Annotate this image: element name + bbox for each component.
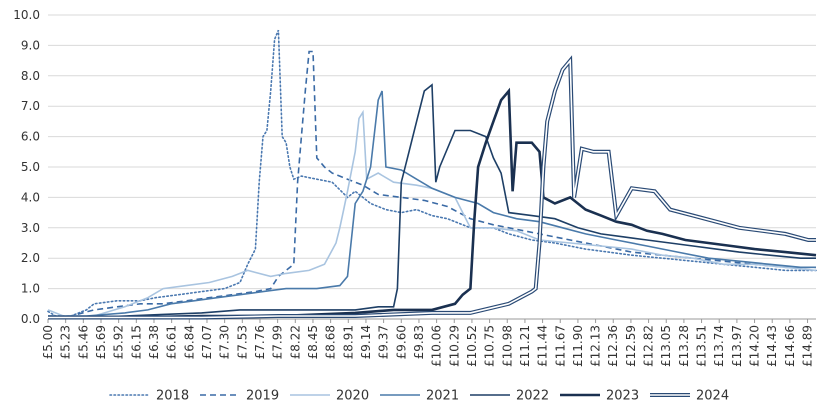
y-tick-label: 6.0 bbox=[21, 130, 40, 144]
x-tick-label: £11.44 bbox=[536, 325, 550, 367]
legend-label: 2024 bbox=[696, 389, 729, 404]
x-axis-ticks: £5.00 £5.23 £5.46 £5.69 £5.92 £6.15 £6.38 £6.61… bbox=[41, 319, 815, 367]
x-tick-label: £6.15 bbox=[129, 325, 143, 359]
y-tick-label: 1.0 bbox=[21, 282, 40, 296]
x-tick-label: £6.61 bbox=[165, 325, 179, 359]
x-tick-label: £10.75 bbox=[483, 325, 497, 367]
x-tick-label: £5.92 bbox=[112, 325, 126, 359]
x-tick-label: £7.07 bbox=[200, 325, 214, 359]
legend-label: 2022 bbox=[516, 389, 549, 404]
x-tick-label: £9.83 bbox=[412, 325, 426, 359]
x-tick-label: £13.97 bbox=[730, 325, 744, 367]
legend-label: 2023 bbox=[606, 389, 639, 404]
y-tick-label: 5.0 bbox=[21, 160, 40, 174]
x-tick-label: £10.29 bbox=[447, 325, 461, 367]
x-tick-label: £9.14 bbox=[359, 325, 373, 359]
legend-label: 2021 bbox=[426, 389, 459, 404]
series-line-2021 bbox=[48, 90, 816, 317]
legend: 2018 2019 2020 2021 2022 2023 2024 bbox=[109, 389, 729, 404]
x-tick-label: £10.06 bbox=[430, 325, 444, 367]
x-tick-label: £13.74 bbox=[712, 325, 726, 367]
x-tick-label: £5.46 bbox=[76, 325, 90, 359]
x-tick-label: £14.66 bbox=[783, 325, 797, 367]
x-tick-label: £10.98 bbox=[500, 325, 514, 367]
x-tick-label: £5.69 bbox=[94, 325, 108, 359]
series-line-2018 bbox=[47, 29, 817, 317]
legend-label: 2018 bbox=[156, 389, 189, 404]
x-tick-label: £8.45 bbox=[306, 325, 320, 359]
legend-item-2023: 2023 bbox=[560, 389, 639, 404]
y-tick-label: 4.0 bbox=[21, 190, 40, 204]
y-tick-label: 2.0 bbox=[21, 251, 40, 265]
y-tick-label: 8.0 bbox=[21, 69, 40, 83]
series-line-2020 bbox=[47, 109, 817, 317]
x-tick-label: £11.21 bbox=[518, 325, 532, 367]
y-tick-label: 3.0 bbox=[21, 221, 40, 235]
x-tick-label: £13.05 bbox=[659, 325, 673, 367]
x-tick-label: £12.36 bbox=[606, 325, 620, 367]
x-tick-label: £9.37 bbox=[377, 325, 391, 359]
legend-item-2018: 2018 bbox=[109, 389, 189, 404]
y-tick-label: 7.0 bbox=[21, 99, 40, 113]
series-line-2023 bbox=[48, 87, 817, 319]
legend-item-2020: 2020 bbox=[290, 389, 369, 404]
x-tick-label: £8.91 bbox=[341, 325, 355, 359]
legend-item-2019: 2019 bbox=[200, 389, 279, 404]
x-tick-label: £7.53 bbox=[235, 325, 249, 359]
x-tick-label: £6.38 bbox=[147, 325, 161, 359]
y-tick-label: 0.0 bbox=[21, 312, 40, 326]
x-tick-label: £10.52 bbox=[465, 325, 479, 367]
x-tick-label: £9.60 bbox=[394, 325, 408, 359]
gridlines bbox=[48, 14, 816, 320]
x-tick-label: £6.84 bbox=[182, 325, 196, 359]
x-tick-label: £14.20 bbox=[748, 325, 762, 367]
x-tick-label: £8.22 bbox=[288, 325, 302, 359]
y-tick-label: 10.0 bbox=[13, 8, 40, 22]
series-line-2024 bbox=[48, 55, 816, 320]
y-axis-ticks: 0.0 1.0 2.0 3.0 4.0 5.0 6.0 7.0 8.0 9.0 10.0 bbox=[13, 8, 40, 326]
x-tick-label: £11.90 bbox=[571, 325, 585, 367]
x-tick-label: £5.23 bbox=[59, 325, 73, 359]
x-tick-label: £7.76 bbox=[253, 325, 267, 359]
x-tick-label: £14.89 bbox=[801, 325, 815, 367]
legend-label: 2019 bbox=[246, 389, 279, 404]
x-tick-label: £11.67 bbox=[553, 325, 567, 367]
legend-item-2022: 2022 bbox=[470, 389, 549, 404]
series-line-2022 bbox=[48, 83, 816, 319]
x-tick-label: £12.59 bbox=[624, 325, 638, 367]
x-tick-label: £5.00 bbox=[41, 325, 55, 359]
x-tick-label: £13.28 bbox=[677, 325, 691, 367]
x-tick-label: £12.13 bbox=[589, 325, 603, 367]
x-tick-label: £12.82 bbox=[642, 325, 656, 367]
y-tick-label: 9.0 bbox=[21, 38, 40, 52]
x-tick-label: £7.99 bbox=[271, 325, 285, 359]
series-line-2019 bbox=[48, 50, 816, 317]
legend-label: 2020 bbox=[336, 389, 369, 404]
x-tick-label: £8.68 bbox=[324, 325, 338, 359]
x-tick-label: £14.43 bbox=[765, 325, 779, 367]
series-lines bbox=[47, 29, 817, 320]
legend-item-2024: 2024 bbox=[650, 389, 729, 404]
x-tick-label: £13.51 bbox=[695, 325, 709, 367]
x-tick-label: £7.30 bbox=[218, 325, 232, 359]
legend-item-2021: 2021 bbox=[380, 389, 459, 404]
